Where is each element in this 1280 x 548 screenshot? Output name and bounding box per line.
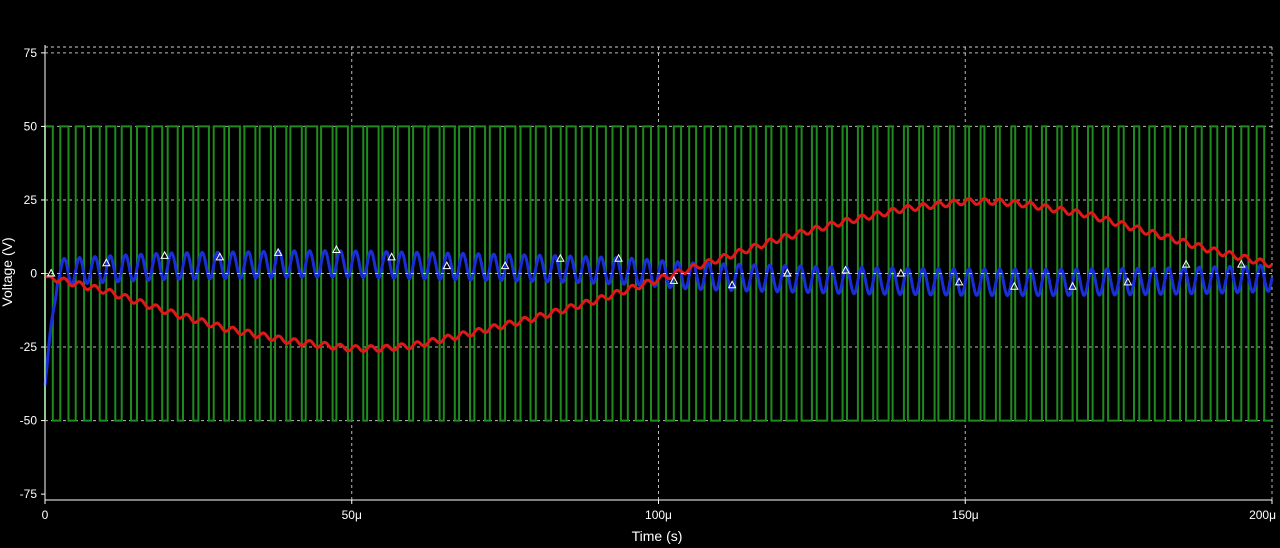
x-tick-label: 100μ [645,508,672,522]
y-tick-label: 0 [30,267,37,281]
data-marker [46,268,56,277]
y-tick-label: -75 [20,487,38,501]
data-marker [102,258,111,267]
data-marker [387,252,396,261]
markers [46,244,1246,290]
data-marker [332,244,341,253]
data-marker [669,275,679,284]
data-marker [160,250,169,259]
y-axis-title: Voltage (V) [0,237,15,306]
x-tick-label: 0 [42,508,49,522]
data-marker [442,261,452,270]
data-marker [1123,277,1133,286]
series-filtered [44,197,1273,353]
data-marker [215,252,225,261]
data-marker [896,268,906,277]
y-tick-label: -25 [20,340,38,354]
y-tick-label: 25 [24,193,38,207]
y-tick-label: 75 [24,46,38,60]
tick-labels: 75 50 25 0 -25 -50 -75 0 50μ 100μ 150μ 200μ [20,46,1276,522]
data-marker [500,261,510,270]
x-tick-label: 200μ [1249,508,1276,522]
x-axis-title: Time (s) [632,528,683,544]
series-pwm [44,125,1272,422]
data-marker [1068,281,1077,290]
y-tick-label: -50 [20,414,38,428]
data-marker [614,253,623,262]
data-marker [782,268,792,277]
axes [41,45,1273,504]
data-marker [1236,259,1246,268]
data-marker [556,253,565,262]
data-marker [727,280,737,289]
data-marker [954,277,964,286]
y-tick-label: 50 [24,119,38,133]
data-marker [1009,281,1019,290]
data-marker [1181,259,1191,268]
x-tick-label: 150μ [952,508,979,522]
x-tick-label: 50μ [342,508,362,522]
data-marker [273,247,283,256]
